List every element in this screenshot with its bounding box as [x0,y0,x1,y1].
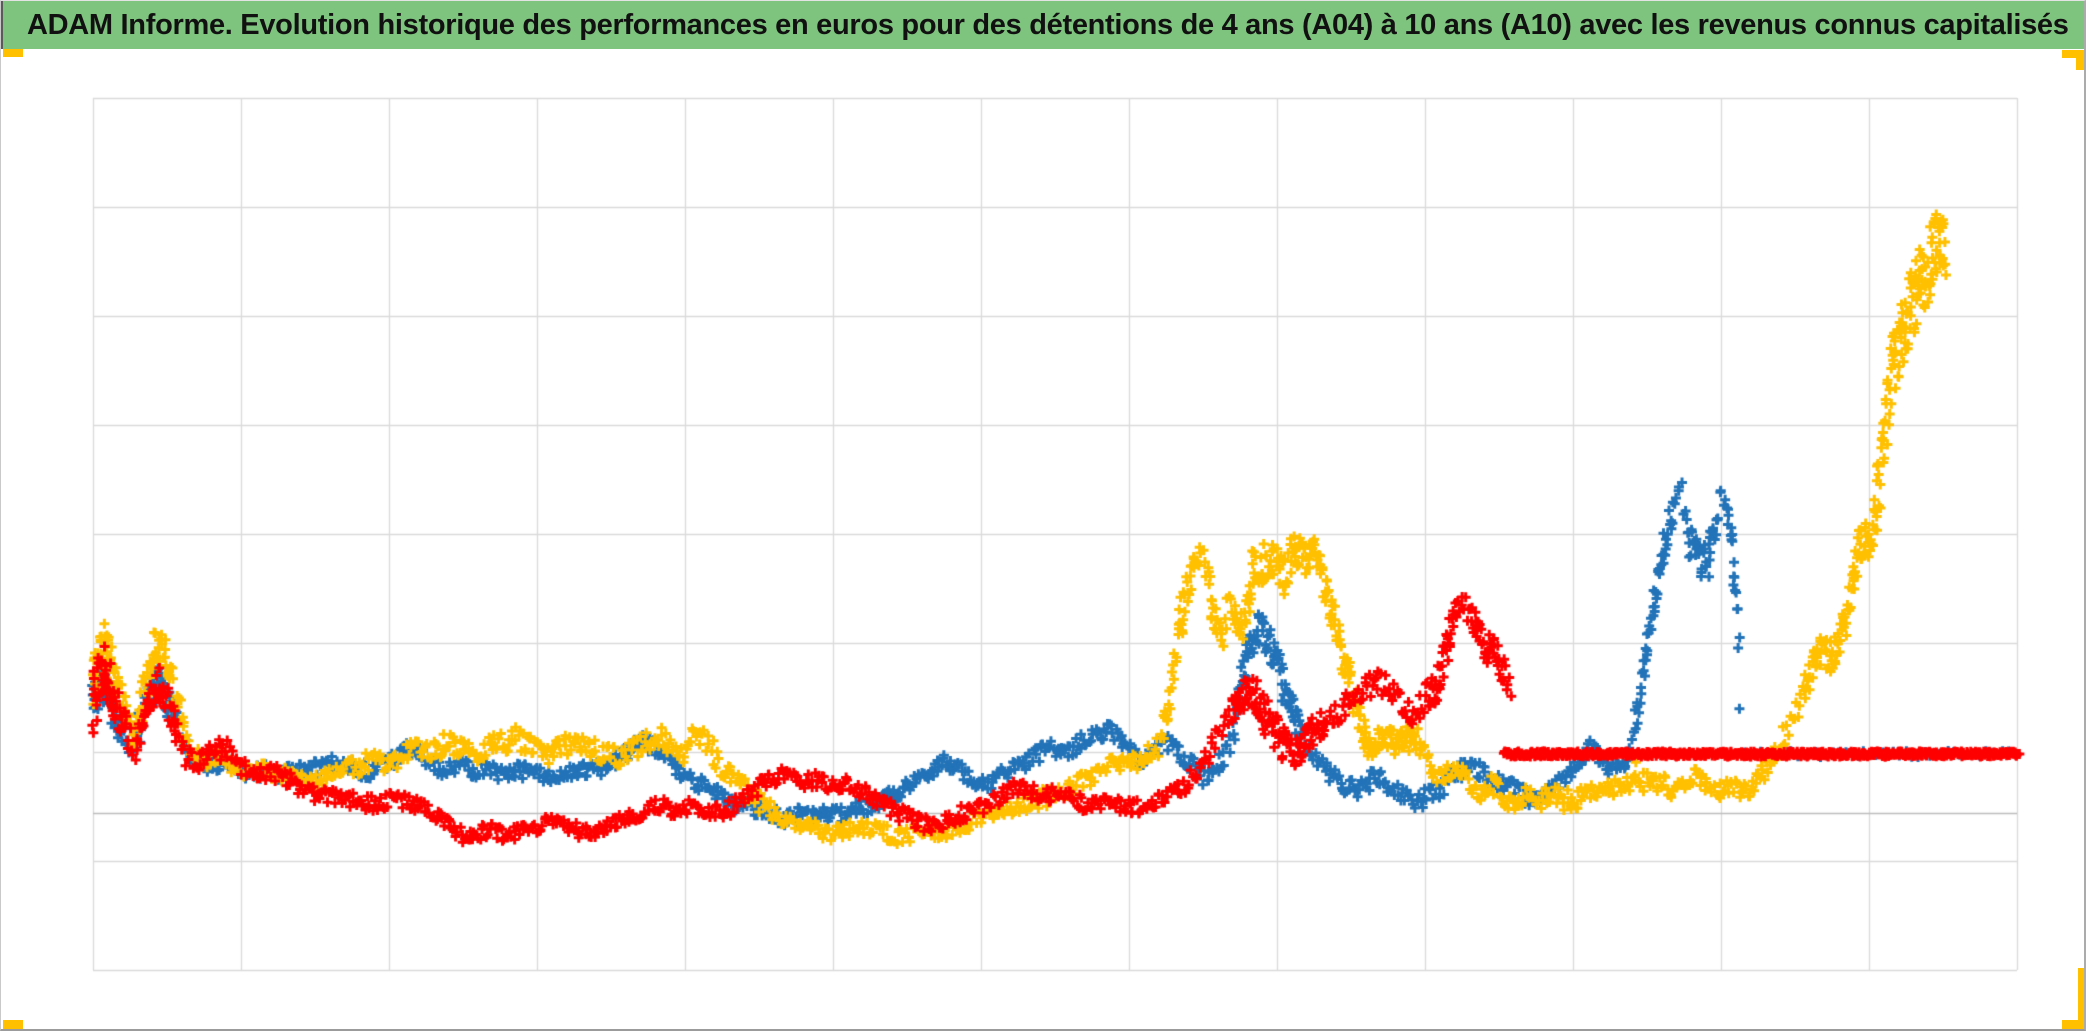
corner-bracket-top-right-vertical [2076,50,2084,70]
corner-bracket-bottom-right-vertical [2078,968,2084,1029]
corner-bracket-top-left [3,49,23,57]
corner-bracket-bottom-right-horizontal [2062,1020,2084,1029]
corner-bracket-bottom-left [3,1020,23,1029]
corner-bracket-top-right-horizontal [2062,50,2084,58]
